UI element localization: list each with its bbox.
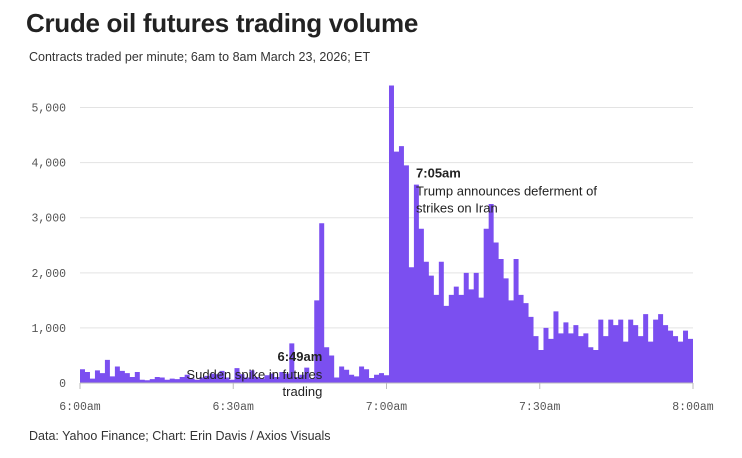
chart-source: Data: Yahoo Finance; Chart: Erin Davis /… (29, 429, 331, 443)
y-tick-label: 5,000 (31, 103, 66, 116)
annotation-line: Trump announces deferment of (416, 183, 597, 198)
gridlines (80, 107, 693, 329)
y-tick-label: 1,000 (31, 323, 66, 336)
y-tick-label: 0 (59, 378, 66, 391)
annotation-line: strikes on Iran (416, 200, 498, 215)
annotation-line: Sudden spike in futures (186, 367, 322, 382)
annotation: 7:05am Trump announces deferment of strike… (416, 165, 597, 215)
annotation-time: 6:49am (277, 349, 322, 364)
annotation: 6:49am Sudden spike in futures trading (186, 349, 322, 399)
chart-subtitle: Contracts traded per minute; 6am to 8am … (29, 50, 371, 64)
x-tick-label: 6:00am (59, 401, 101, 414)
y-tick-label: 3,000 (31, 213, 66, 226)
annotation-line: trading (283, 384, 323, 399)
x-tick-label: 6:30am (213, 401, 255, 414)
chart-title: Crude oil futures trading volume (26, 8, 418, 38)
x-tick-label: 7:00am (366, 401, 408, 414)
y-axis-labels: 0 1,000 2,000 3,000 4,000 5,000 (31, 103, 66, 391)
y-tick-label: 2,000 (31, 268, 66, 281)
x-tick-label: 7:30am (519, 401, 561, 414)
volume-area (80, 85, 693, 383)
x-tick-label: 8:00am (672, 401, 714, 414)
x-axis-ticks: 6:00am 6:30am 7:00am 7:30am 8:00am (59, 383, 714, 414)
annotation-time: 7:05am (416, 165, 461, 180)
annotations: 6:49am Sudden spike in futures trading 7:05… (186, 165, 597, 399)
y-tick-label: 4,000 (31, 158, 66, 171)
